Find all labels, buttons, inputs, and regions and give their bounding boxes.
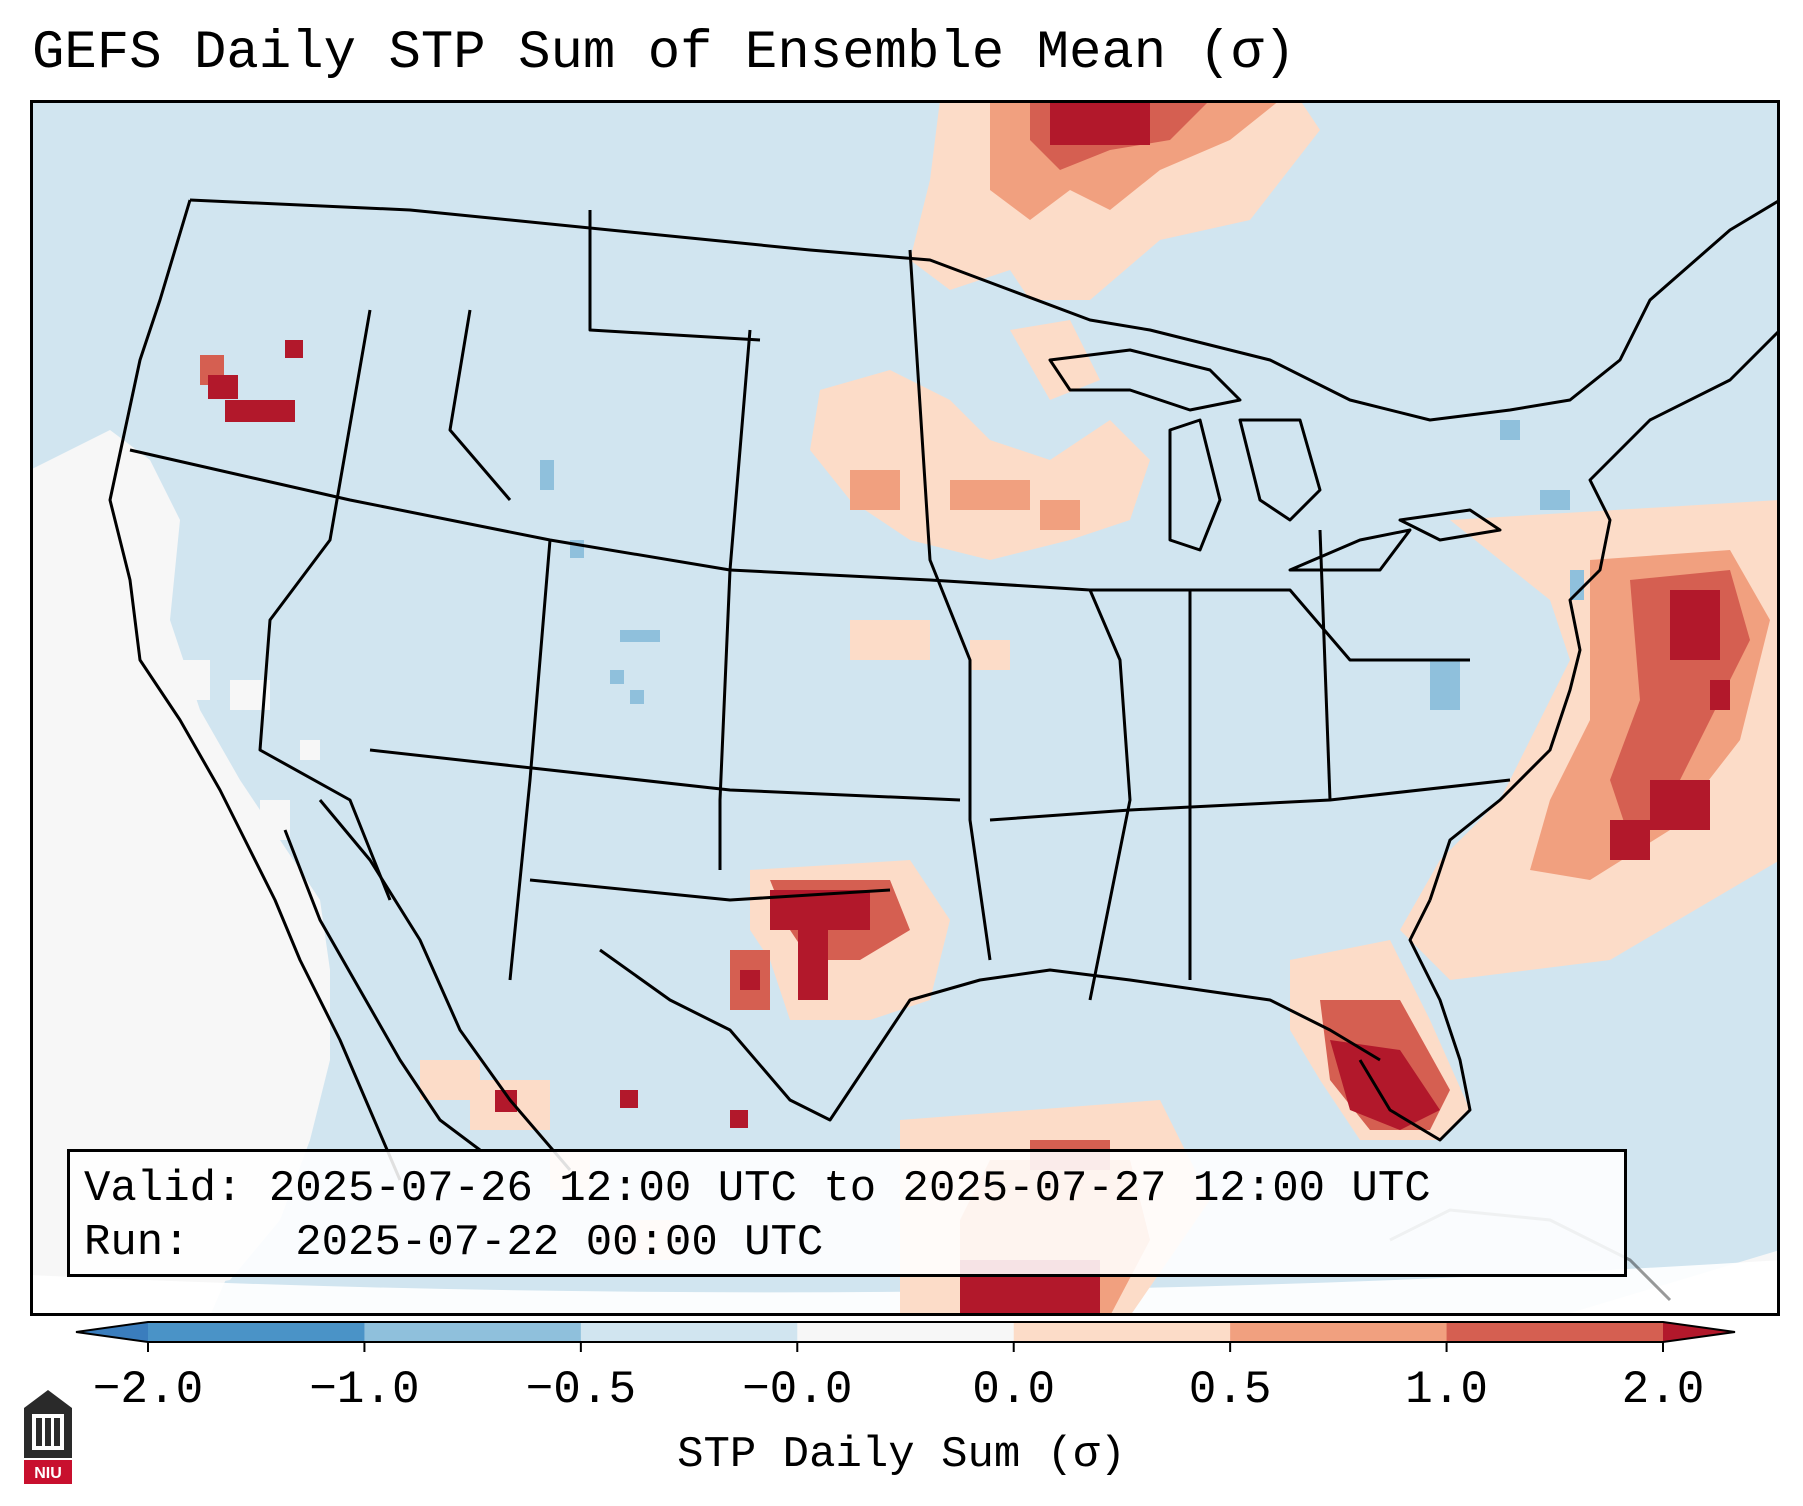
colorbar-bin (364, 1322, 582, 1342)
region-atlantic (1400, 500, 1780, 980)
colorbar-bin (1230, 1322, 1448, 1342)
negative-specks (540, 420, 1584, 710)
run-label: Run: (84, 1218, 190, 1268)
map-title: GEFS Daily STP Sum of Ensemble Mean (σ) (32, 23, 1296, 84)
logo-text: NIU (34, 1465, 62, 1482)
colorbar-bin (580, 1322, 798, 1342)
region-florida (1290, 940, 1470, 1140)
niu-logo: NIU (24, 1390, 72, 1484)
region-oregon (200, 340, 303, 422)
colorbar-bin (1013, 1322, 1231, 1342)
colorbar-extend-high (1663, 1322, 1735, 1342)
region-manitoba-ontario (910, 100, 1320, 300)
colorbar-tick-label: 0.0 (972, 1364, 1056, 1416)
colorbar-label: STP Daily Sum (σ) (677, 1430, 1126, 1480)
colorbar-tick-label: 2.0 (1621, 1364, 1705, 1416)
region-west-texas (730, 860, 950, 1020)
colorbar-tick-label: −0.5 (525, 1364, 637, 1416)
colorbar-tick-label: −2.0 (92, 1364, 204, 1416)
valid-value: 2025-07-26 12:00 UTC to 2025-07-27 12:00… (268, 1164, 1431, 1214)
run-value: 2025-07-22 00:00 UTC (295, 1218, 824, 1268)
colorbar-tick-label: 0.5 (1188, 1364, 1272, 1416)
validity-info-box: Valid: 2025-07-26 12:00 UTC to 2025-07-2… (67, 1149, 1627, 1277)
colorbar-tick-label: −0.0 (742, 1364, 853, 1416)
colorbar (75, 1321, 1736, 1352)
colorbar-bin (797, 1322, 1015, 1342)
colorbar-tick-label: 1.0 (1405, 1364, 1488, 1416)
valid-label: Valid: (84, 1164, 243, 1214)
colorbar-extend-low (76, 1322, 148, 1342)
map-frame (30, 100, 1780, 1316)
stp-map (30, 100, 1780, 1316)
map-background (30, 100, 1780, 1316)
colorbar-tick-label: −1.0 (309, 1364, 420, 1416)
colorbar-bin (1446, 1322, 1664, 1342)
colorbar-bin (148, 1322, 365, 1342)
boundaries (108, 198, 1780, 1181)
region-plains-core (850, 470, 1080, 530)
region-mexico-core (495, 1090, 748, 1128)
off-grid-area-bottom (30, 1260, 1780, 1316)
